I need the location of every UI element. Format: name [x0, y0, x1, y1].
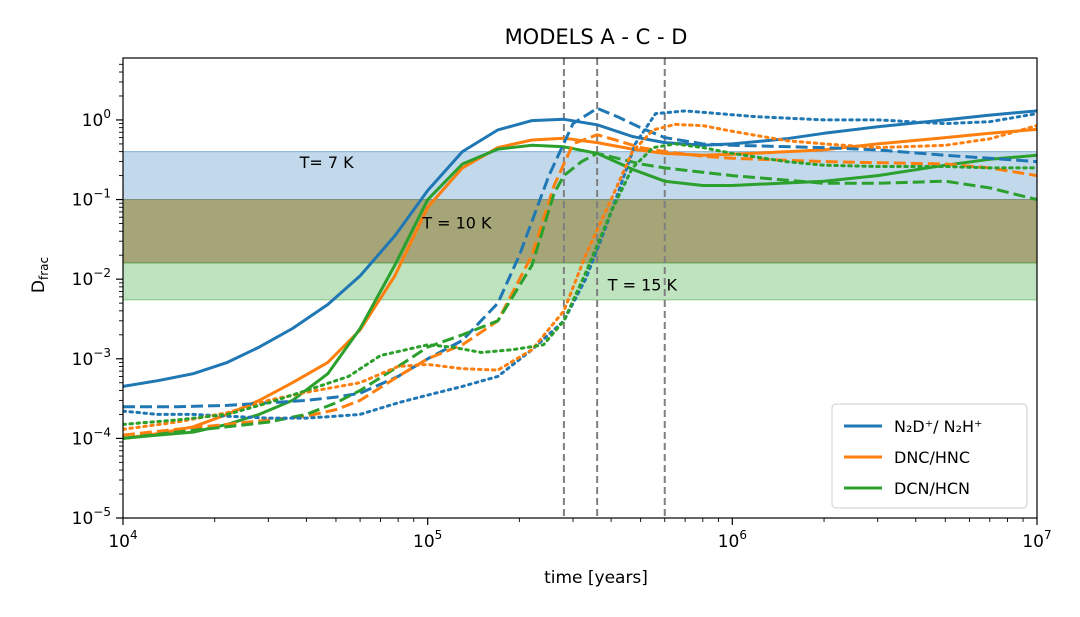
legend-box: [831, 403, 1028, 509]
y-tick-label-5: 100: [82, 107, 111, 131]
annotation-1: T = 10 K: [421, 214, 492, 233]
plot-frame: [122, 57, 1038, 519]
y-tick-label-0: 10−5: [72, 505, 111, 529]
y-tick-label-2: 10−3: [72, 346, 111, 370]
band-1: [122, 199, 1038, 264]
annotations: T= 7 K T = 10 K T = 15 K: [299, 153, 678, 295]
legend-label-2: DCN/HCN: [894, 479, 970, 498]
annotation-0: T= 7 K: [299, 153, 355, 172]
y-tick-label-4: 10−1: [72, 187, 111, 211]
x-tick-label-0: 104: [108, 528, 137, 552]
x-axis-ticks: 104 105 106 107: [108, 518, 1052, 552]
x-axis-label: time [years]: [544, 568, 648, 588]
y-tick-label-3: 10−2: [72, 266, 111, 290]
legend: N₂D⁺/ N₂H⁺ DNC/HNC DCN/HCN: [831, 403, 1028, 509]
series-line-dashed-4: [123, 133, 1037, 437]
series-line-solid-0: [123, 109, 1037, 388]
y-axis-label-sub: frac: [37, 257, 51, 280]
y-axis-label-main: D: [29, 280, 49, 293]
annotation-2: T = 15 K: [607, 276, 678, 295]
legend-label-0: N₂D⁺/ N₂H⁺: [894, 417, 982, 436]
y-tick-label-1: 10−4: [72, 425, 111, 449]
y-axis-label: Dfrac: [29, 257, 51, 293]
legend-label-1: DNC/HNC: [894, 448, 970, 467]
y-axis-ticks: 10−5 10−4 10−3 10−2 10−1 100: [72, 63, 123, 529]
series-line-solid-2: [123, 143, 1037, 440]
series-line-dotted-7: [123, 122, 1037, 431]
x-tick-label-2: 106: [718, 528, 747, 552]
series-line-dotted-6: [123, 109, 1037, 420]
x-tick-label-1: 105: [413, 528, 442, 552]
shaded-bands: [122, 151, 1038, 301]
series-lines: [123, 106, 1037, 440]
x-tick-label-3: 107: [1022, 528, 1051, 552]
series-line-dashed-3: [123, 106, 1037, 409]
chart-title: MODELS A - C - D: [505, 25, 688, 49]
band-0: [122, 151, 1038, 201]
series-line-dashed-5: [123, 151, 1037, 440]
series-line-dotted-8: [123, 142, 1037, 426]
